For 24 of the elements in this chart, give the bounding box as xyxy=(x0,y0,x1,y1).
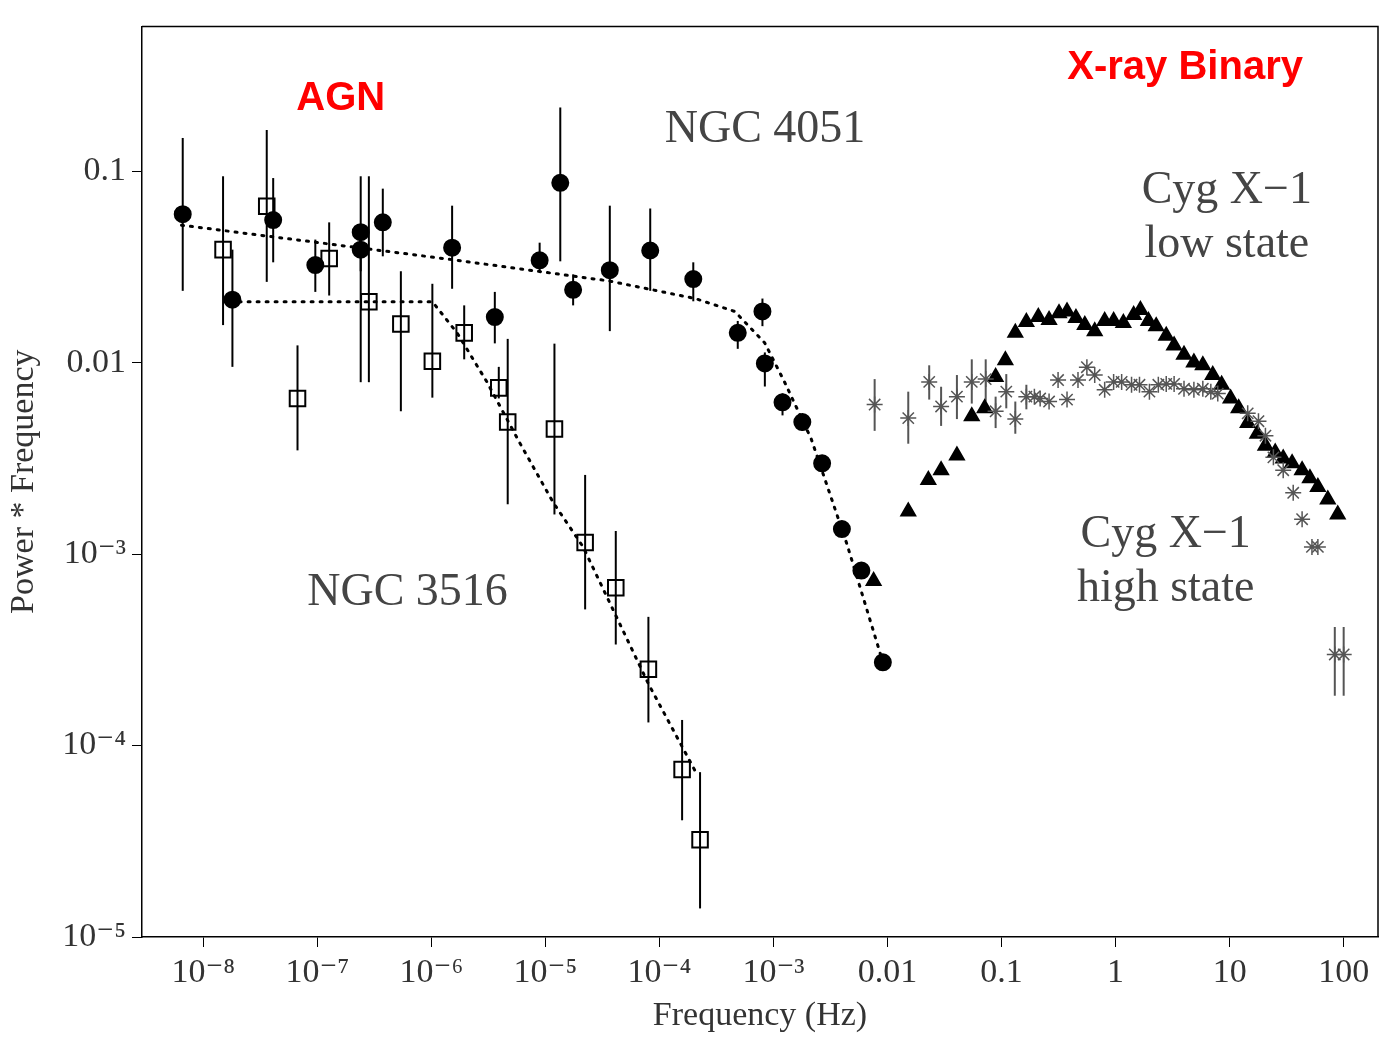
x-tick-label: 10⁻⁷ xyxy=(285,952,350,990)
y-tick-label: 10⁻³ xyxy=(63,532,126,570)
y-tick-label: 0.01 xyxy=(66,341,126,379)
x-tick-label: 0.1 xyxy=(980,952,1023,990)
x-tick-label: 10 xyxy=(1212,952,1247,990)
x-tick-label: 10⁻⁶ xyxy=(399,952,464,990)
annotation: AGN xyxy=(296,73,386,118)
y-tick-label: 10⁻⁴ xyxy=(62,724,126,762)
x-tick-label: 1 xyxy=(1107,952,1125,990)
x-tick-label: 100 xyxy=(1318,952,1370,990)
y-tick-label: 10⁻⁵ xyxy=(62,915,126,953)
y-tick-label: 0.1 xyxy=(83,150,126,188)
x-tick-label: 10⁻⁵ xyxy=(513,952,578,990)
series-label: Cyg X−1 high state xyxy=(1076,505,1255,611)
series-label: NGC 4051 xyxy=(664,101,866,153)
x-axis-title: Frequency (Hz) xyxy=(652,994,868,1033)
annotation: X-ray Binary xyxy=(1067,42,1304,87)
x-tick-label: 10⁻³ xyxy=(742,952,805,990)
series-label: NGC 3516 xyxy=(307,563,508,615)
y-axis-title: Power * Frequency xyxy=(3,349,41,614)
series-label: Cyg X−1 low state xyxy=(1141,162,1313,268)
x-tick-label: 0.01 xyxy=(857,952,918,990)
x-tick-label: 10⁻⁴ xyxy=(627,952,692,990)
x-tick-label: 10⁻⁸ xyxy=(171,952,236,990)
